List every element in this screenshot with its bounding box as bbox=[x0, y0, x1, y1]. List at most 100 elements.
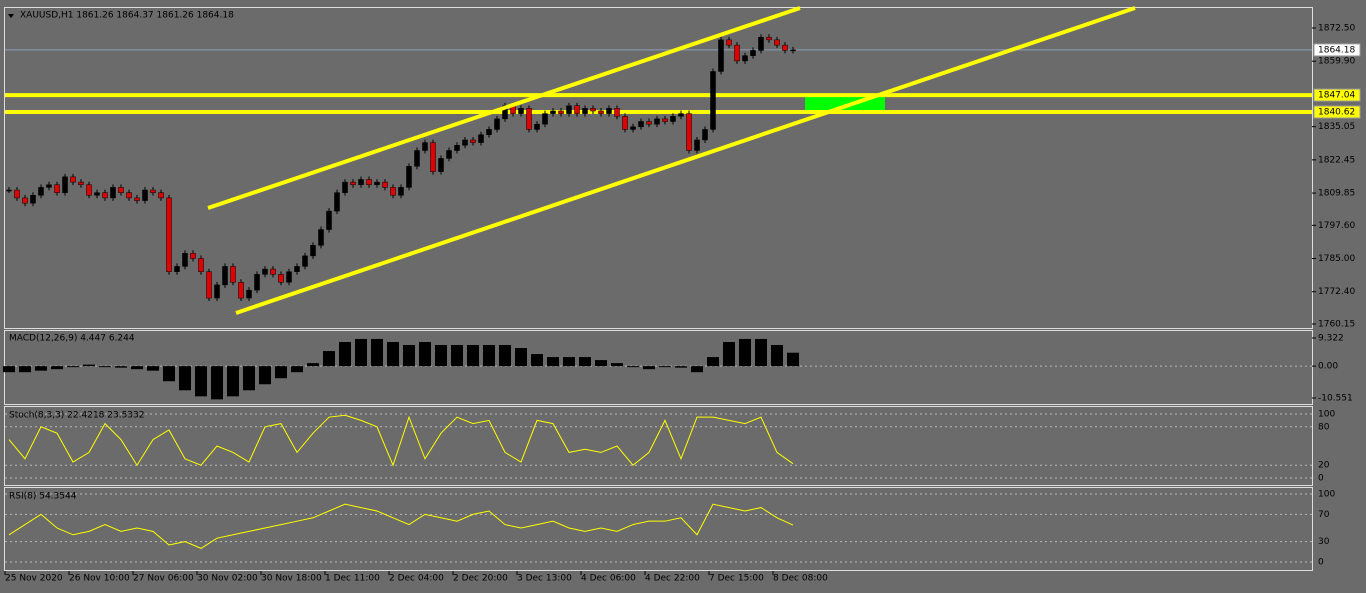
candle bbox=[414, 150, 420, 167]
candle bbox=[742, 55, 748, 62]
y-tick-label: 70 bbox=[1318, 510, 1330, 520]
macd-bar bbox=[291, 366, 303, 373]
candle bbox=[62, 176, 68, 193]
x-tick-label: 30 Nov 18:00 bbox=[261, 574, 322, 584]
candle bbox=[46, 184, 52, 188]
level-box bbox=[1313, 105, 1361, 119]
macd-bar bbox=[227, 366, 239, 397]
candle bbox=[142, 189, 148, 201]
level-box bbox=[1313, 88, 1361, 102]
macd-bar bbox=[787, 352, 799, 367]
candle bbox=[398, 187, 404, 196]
candle bbox=[750, 50, 756, 56]
candle bbox=[270, 268, 276, 275]
candle bbox=[382, 181, 388, 188]
candle bbox=[630, 126, 636, 130]
x-tick-label: 25 Nov 2020 bbox=[5, 574, 63, 584]
macd-bar bbox=[627, 366, 639, 368]
candle bbox=[182, 253, 188, 267]
x-tick-label: 3 Dec 13:00 bbox=[517, 574, 572, 584]
candle bbox=[590, 108, 596, 112]
candle bbox=[622, 116, 628, 130]
candle bbox=[38, 187, 44, 196]
stoch-line bbox=[8, 414, 794, 467]
candle bbox=[470, 139, 476, 143]
macd-bar bbox=[403, 345, 415, 367]
candle bbox=[14, 189, 20, 199]
candle bbox=[222, 266, 228, 286]
macd-bar bbox=[611, 363, 623, 367]
candle bbox=[110, 187, 116, 199]
macd-bar bbox=[675, 366, 687, 368]
candle bbox=[358, 179, 364, 186]
x-tick-label: 4 Dec 06:00 bbox=[581, 574, 636, 584]
candle bbox=[86, 184, 92, 196]
candle bbox=[302, 255, 308, 267]
candle bbox=[150, 189, 156, 193]
candle bbox=[654, 118, 660, 125]
candle bbox=[734, 44, 740, 62]
candle bbox=[558, 110, 564, 114]
candle bbox=[102, 192, 108, 199]
x-tick-label: 4 Dec 22:00 bbox=[645, 574, 700, 584]
macd-bar bbox=[499, 345, 511, 367]
y-tick-label: 30 bbox=[1318, 537, 1330, 547]
macd-bar bbox=[435, 345, 447, 367]
y-tick-label: 1872.50 bbox=[1318, 23, 1355, 33]
macd-bar bbox=[547, 357, 559, 367]
candle bbox=[486, 129, 492, 135]
macd-bar bbox=[419, 341, 431, 367]
macd-bar bbox=[99, 366, 111, 368]
macd-bar bbox=[515, 348, 527, 367]
macd-bar bbox=[67, 366, 79, 368]
candle bbox=[30, 195, 36, 204]
x-tick-label: 30 Nov 02:00 bbox=[197, 574, 258, 584]
macd-bar bbox=[531, 354, 543, 367]
y-tick-label: 100 bbox=[1318, 409, 1335, 419]
macd-bar bbox=[691, 366, 703, 373]
candle bbox=[390, 187, 396, 196]
channel-upper bbox=[207, 6, 801, 210]
candle bbox=[278, 274, 284, 283]
candle bbox=[366, 179, 372, 186]
candle bbox=[294, 266, 300, 272]
candle bbox=[334, 192, 340, 212]
candle bbox=[686, 113, 692, 151]
x-tick-label: 2 Dec 04:00 bbox=[389, 574, 444, 584]
candle bbox=[478, 134, 484, 143]
macd-bar bbox=[211, 366, 223, 400]
y-tick-label: 1797.60 bbox=[1318, 221, 1355, 231]
x-tick-label: 27 Nov 06:00 bbox=[133, 574, 194, 584]
candle bbox=[70, 176, 76, 183]
candle bbox=[598, 110, 604, 114]
current-price-label: 1864.18 bbox=[1318, 45, 1355, 55]
collapse-arrow[interactable] bbox=[8, 14, 14, 18]
candle bbox=[126, 192, 132, 199]
macd-bar bbox=[275, 366, 287, 379]
macd-bar bbox=[179, 366, 191, 391]
macd-bar bbox=[19, 366, 31, 373]
candle bbox=[246, 289, 252, 299]
candle bbox=[22, 197, 28, 204]
y-tick-label: 100 bbox=[1318, 489, 1335, 499]
y-tick-label: 0 bbox=[1318, 474, 1324, 484]
candle bbox=[702, 129, 708, 141]
rsi-label: RSI(8) 54.3544 bbox=[9, 492, 77, 502]
candle bbox=[534, 123, 540, 130]
candle bbox=[254, 274, 260, 291]
candle bbox=[94, 192, 100, 196]
candle bbox=[606, 108, 612, 114]
candle bbox=[670, 116, 676, 122]
candle bbox=[782, 44, 788, 51]
candle bbox=[158, 192, 164, 199]
macd-bar bbox=[243, 366, 255, 391]
candle bbox=[310, 245, 316, 257]
candle bbox=[406, 166, 412, 188]
y-tick-label: 1822.45 bbox=[1318, 155, 1355, 165]
rsi-line bbox=[8, 503, 794, 549]
rsi-panel-frame bbox=[4, 487, 1313, 571]
y-tick-label: 0 bbox=[1318, 557, 1324, 567]
macd-bar bbox=[659, 366, 671, 368]
